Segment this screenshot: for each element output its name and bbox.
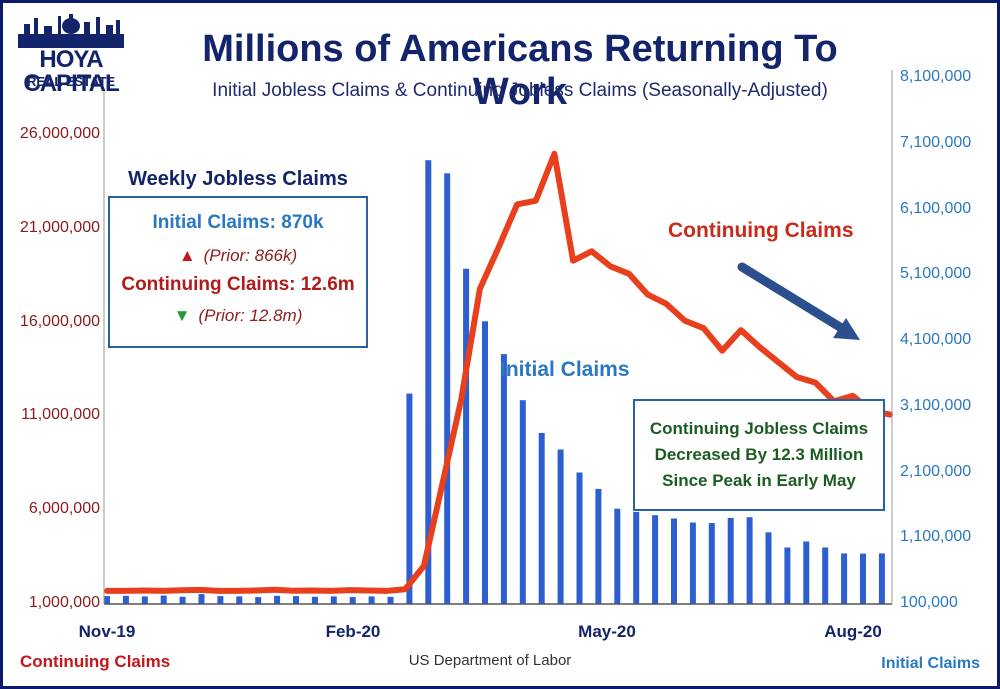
chart-subtitle: Initial Jobless Claims & Continuing Jobl… [212, 80, 828, 101]
initial-claims-bar [633, 511, 640, 604]
logo-sub-text: REAL ESTATE [26, 74, 116, 89]
initial-claims-bar [822, 547, 829, 604]
initial-claims-bar [538, 433, 545, 604]
initial-claims-series-label: Initial Claims [500, 358, 630, 381]
initial-claims-bar [557, 449, 564, 604]
initial-claims-value: Initial Claims: 870k [152, 212, 324, 233]
initial-claims-bar [576, 472, 583, 604]
right-tick-label: 3,100,000 [900, 396, 972, 414]
right-tick-label: 1,100,000 [900, 528, 972, 546]
initial-claims-bars [104, 160, 885, 605]
initial-claims-bar [727, 517, 734, 604]
continuing-claims-value: Continuing Claims: 12.6m [121, 274, 355, 295]
chart-title: Millions of Americans Returning To Work [202, 28, 838, 113]
right-axis-title: Initial Claims [881, 655, 980, 672]
initial-claims-bar [198, 594, 205, 604]
summary-heading: Weekly Jobless Claims [128, 168, 348, 190]
initial-claims-bar [425, 160, 432, 604]
note-line-2: Decreased By 12.3 Million [654, 445, 864, 464]
initial-prior-text: (Prior: 866k) [203, 246, 298, 265]
right-tick-label: 6,100,000 [900, 199, 972, 217]
initial-claims-bar [500, 354, 507, 604]
left-tick-label: 21,000,000 [19, 218, 100, 236]
initial-claims-bar [652, 515, 659, 604]
initial-claims-bar [841, 553, 848, 604]
x-tick-label: Aug-20 [824, 622, 882, 641]
initial-prior: ▲ (Prior: 866k) [110, 246, 366, 266]
up-triangle-icon: ▲ [178, 246, 196, 265]
initial-claims-bar [803, 541, 810, 604]
initial-claims-bar [689, 522, 696, 604]
hoya-capital-logo: HOYA CAPITAL REAL ESTATE [12, 10, 130, 100]
initial-claims-bar [274, 595, 281, 604]
left-tick-label: 26,000,000 [19, 125, 100, 142]
initial-claims-bar [860, 553, 866, 604]
left-tick-label: 6,000,000 [28, 500, 100, 518]
source-note: US Department of Labor [408, 652, 572, 669]
initial-claims-bar [614, 508, 621, 604]
right-tick-label: 4,100,000 [900, 331, 972, 348]
left-tick-label: 11,000,000 [21, 406, 100, 424]
down-triangle-icon: ▼ [173, 306, 191, 325]
initial-claims-bar [784, 547, 791, 604]
initial-claims-bar [293, 596, 299, 604]
note-line-1: Continuing Jobless Claims [649, 419, 869, 438]
initial-claims-bar [255, 597, 262, 604]
initial-claims-bar [595, 488, 602, 604]
continuing-claims-line [104, 150, 893, 594]
x-tick-label: Feb-20 [325, 622, 381, 641]
initial-claims-bar [179, 596, 186, 604]
left-axis-title: Continuing Claims [20, 652, 171, 671]
right-tick-label: 2,100,000 [900, 462, 972, 480]
note-line-3: Since Peak in Early May [662, 471, 856, 490]
logo-brand-text: HOYA CAPITAL [23, 46, 119, 97]
initial-claims-bar [519, 400, 526, 604]
right-tick-label: 100,000 [900, 594, 958, 611]
x-tick-label: May-20 [578, 622, 636, 641]
initial-claims-bar [444, 173, 451, 605]
initial-claims-bar [104, 596, 110, 604]
continuing-prior: ▼ (Prior: 12.8m) [110, 306, 366, 326]
initial-claims-bar [141, 596, 148, 604]
initial-claims-bar [217, 596, 224, 604]
initial-claims-bar [368, 596, 375, 604]
initial-claims-bar [387, 596, 394, 604]
initial-claims-bar [482, 321, 488, 604]
x-tick-label: Nov-19 [78, 622, 136, 641]
right-tick-label: 8,100,000 [900, 68, 972, 85]
initial-claims-bar [463, 268, 470, 604]
initial-claims-bar [406, 393, 413, 604]
initial-claims-bar [708, 523, 715, 604]
initial-claims-bar [311, 596, 318, 604]
continuing-prior-text: (Prior: 12.8m) [198, 306, 303, 325]
left-tick-label: 1,000,000 [28, 594, 100, 611]
city-skyline-icon [18, 14, 124, 48]
initial-claims-bar [122, 595, 129, 604]
initial-claims-bar [671, 518, 677, 604]
initial-claims-bar [160, 595, 167, 604]
initial-claims-bar [349, 597, 356, 604]
initial-claims-bar [236, 596, 243, 604]
right-tick-label: 5,100,000 [900, 265, 972, 283]
initial-claims-bar [746, 517, 753, 604]
left-tick-label: 16,000,000 [19, 312, 100, 330]
summary-box: Initial Claims: 870k ▲ (Prior: 866k) Cont… [108, 196, 368, 348]
down-arrow-icon [737, 262, 860, 340]
continuing-claims-series-label: Continuing Claims [668, 219, 854, 242]
initial-claims-bar [878, 553, 885, 604]
right-tick-label: 7,100,000 [900, 133, 972, 151]
initial-claims-bar [765, 532, 772, 604]
initial-claims-bar [330, 596, 337, 604]
note-box: Continuing Jobless Claims Decreased By 1… [633, 399, 885, 511]
